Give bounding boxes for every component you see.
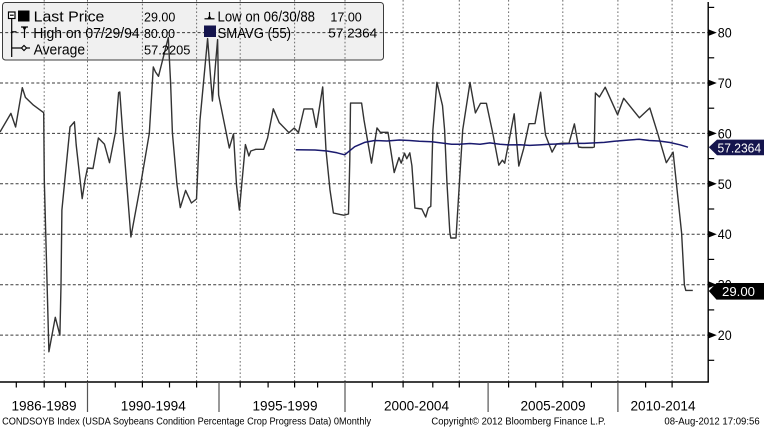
svg-text:08-Aug-2012 17:09:56: 08-Aug-2012 17:09:56 [664,416,759,428]
svg-text:60: 60 [718,126,732,141]
svg-text:57.2364: 57.2364 [718,140,762,155]
svg-text:Average: Average [34,41,86,58]
svg-text:2010-2014: 2010-2014 [631,398,696,414]
svg-text:80.00: 80.00 [144,26,175,41]
svg-text:1986-1989: 1986-1989 [12,398,77,414]
svg-text:CONDSOYB Index (USDA Soybeans: CONDSOYB Index (USDA Soybeans Condition … [2,416,372,428]
svg-text:Last Price: Last Price [34,8,105,25]
svg-text:2005-2009: 2005-2009 [521,398,586,414]
svg-text:1995-1999: 1995-1999 [253,398,318,414]
svg-text:Copyright© 2012 Bloomberg Fina: Copyright© 2012 Bloomberg Finance L.P. [431,416,605,428]
svg-text:29.00: 29.00 [722,284,755,299]
svg-text:Low on 06/30/88: Low on 06/30/88 [218,8,316,25]
svg-text:High on 07/29/94: High on 07/29/94 [33,25,139,42]
svg-text:57.2364: 57.2364 [328,26,377,41]
svg-text:50: 50 [718,177,732,192]
svg-text:29.00: 29.00 [144,9,175,24]
svg-text:20: 20 [718,328,732,343]
svg-text:SMAVG (55): SMAVG (55) [218,25,292,42]
svg-text:1990-1994: 1990-1994 [121,398,186,414]
svg-text:17.00: 17.00 [330,10,361,25]
svg-text:57.2205: 57.2205 [144,43,190,58]
svg-text:40: 40 [718,227,732,242]
svg-text:80: 80 [718,26,732,41]
svg-text:2000-2004: 2000-2004 [384,398,449,414]
svg-text:70: 70 [718,76,732,91]
